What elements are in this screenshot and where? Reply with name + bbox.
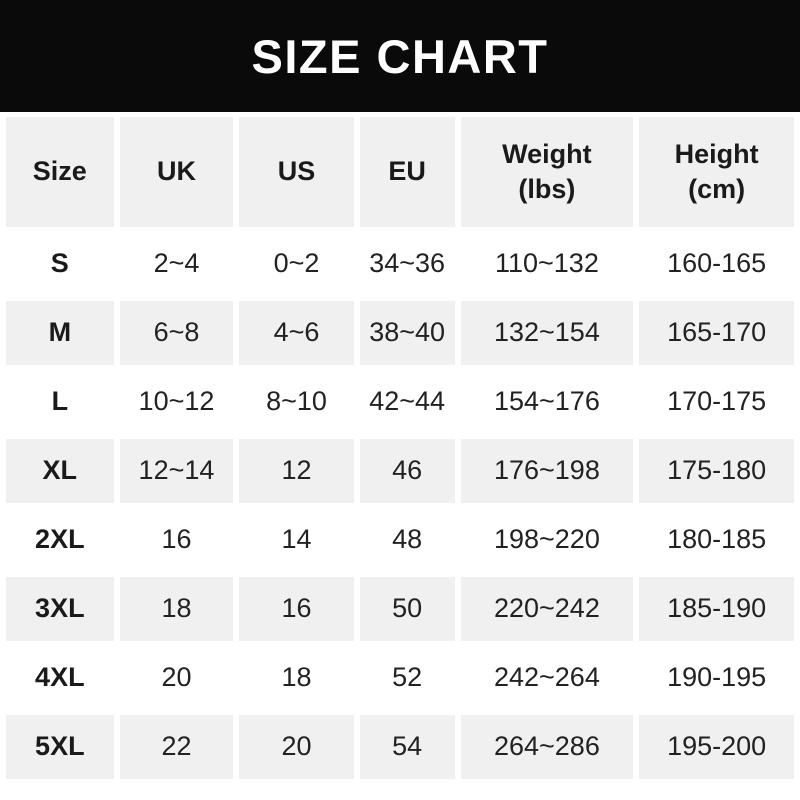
cell-us: 14 [239, 508, 354, 572]
cell-weight-lbs: 242~264 [460, 646, 634, 710]
table-row: 5XL 22 20 54 264~286 195-200 [6, 715, 794, 779]
cell-height-cm: 180-185 [639, 508, 794, 572]
table-row: M 6~8 4~6 38~40 132~154 165-170 [6, 301, 794, 365]
column-header-eu: EU [359, 117, 455, 227]
cell-us: 16 [239, 577, 354, 641]
column-header-weight-lbs: Weight (lbs) [460, 117, 634, 227]
table-row: S 2~4 0~2 34~36 110~132 160-165 [6, 232, 794, 296]
table-row: 2XL 16 14 48 198~220 180-185 [6, 508, 794, 572]
column-sublabel: (lbs) [518, 174, 576, 204]
cell-weight-lbs: 110~132 [460, 232, 634, 296]
cell-us: 0~2 [239, 232, 354, 296]
column-label: UK [156, 156, 196, 187]
column-label: US [277, 156, 316, 187]
column-label: Height [674, 138, 759, 169]
cell-us: 4~6 [239, 301, 354, 365]
cell-height-cm: 160-165 [639, 232, 794, 296]
cell-height-cm: 195-200 [639, 715, 794, 779]
column-label: Size [32, 156, 87, 187]
cell-us: 18 [239, 646, 354, 710]
table-body: S 2~4 0~2 34~36 110~132 160-165 M 6~8 4~6 38~40 13… [6, 232, 794, 779]
cell-size: 5XL [6, 715, 114, 779]
cell-uk: 6~8 [119, 301, 234, 365]
cell-weight-lbs: 220~242 [460, 577, 634, 641]
cell-weight-lbs: 176~198 [460, 439, 634, 503]
header-row: Size UK US EU Weight (lbs) Height (cm) [6, 117, 794, 227]
cell-uk: 2~4 [119, 232, 234, 296]
cell-size: S [6, 232, 114, 296]
cell-height-cm: 190-195 [639, 646, 794, 710]
cell-height-cm: 175-180 [639, 439, 794, 503]
cell-size: L [6, 370, 114, 434]
cell-height-cm: 165-170 [639, 301, 794, 365]
cell-eu: 38~40 [359, 301, 455, 365]
table-header: Size UK US EU Weight (lbs) Height (cm) [6, 117, 794, 227]
cell-uk: 18 [119, 577, 234, 641]
cell-eu: 52 [359, 646, 455, 710]
table-row: XL 12~14 12 46 176~198 175-180 [6, 439, 794, 503]
cell-height-cm: 185-190 [639, 577, 794, 641]
cell-uk: 10~12 [119, 370, 234, 434]
cell-eu: 50 [359, 577, 455, 641]
cell-weight-lbs: 154~176 [460, 370, 634, 434]
cell-size: M [6, 301, 114, 365]
size-chart-title: SIZE CHART [251, 29, 549, 83]
table-row: 3XL 18 16 50 220~242 185-190 [6, 577, 794, 641]
cell-us: 12 [239, 439, 354, 503]
cell-us: 20 [239, 715, 354, 779]
cell-uk: 22 [119, 715, 234, 779]
cell-eu: 46 [359, 439, 455, 503]
cell-eu: 34~36 [359, 232, 455, 296]
column-label: Weight [502, 138, 592, 169]
column-label: EU [388, 156, 426, 187]
column-header-size: Size [6, 117, 114, 227]
cell-weight-lbs: 264~286 [460, 715, 634, 779]
table-row: L 10~12 8~10 42~44 154~176 170-175 [6, 370, 794, 434]
cell-weight-lbs: 132~154 [460, 301, 634, 365]
cell-size: 3XL [6, 577, 114, 641]
column-header-height-cm: Height (cm) [639, 117, 794, 227]
size-chart-table: Size UK US EU Weight (lbs) Height (cm) S 2~4 0~2 3… [0, 112, 800, 784]
cell-size: 4XL [6, 646, 114, 710]
cell-weight-lbs: 198~220 [460, 508, 634, 572]
column-sublabel: (cm) [688, 174, 746, 204]
cell-uk: 16 [119, 508, 234, 572]
column-header-us: US [239, 117, 354, 227]
cell-eu: 42~44 [359, 370, 455, 434]
column-header-uk: UK [119, 117, 234, 227]
cell-size: XL [6, 439, 114, 503]
cell-size: 2XL [6, 508, 114, 572]
cell-uk: 12~14 [119, 439, 234, 503]
cell-eu: 54 [359, 715, 455, 779]
cell-us: 8~10 [239, 370, 354, 434]
cell-eu: 48 [359, 508, 455, 572]
table-row: 4XL 20 18 52 242~264 190-195 [6, 646, 794, 710]
banner: SIZE CHART [0, 0, 800, 112]
cell-uk: 20 [119, 646, 234, 710]
cell-height-cm: 170-175 [639, 370, 794, 434]
